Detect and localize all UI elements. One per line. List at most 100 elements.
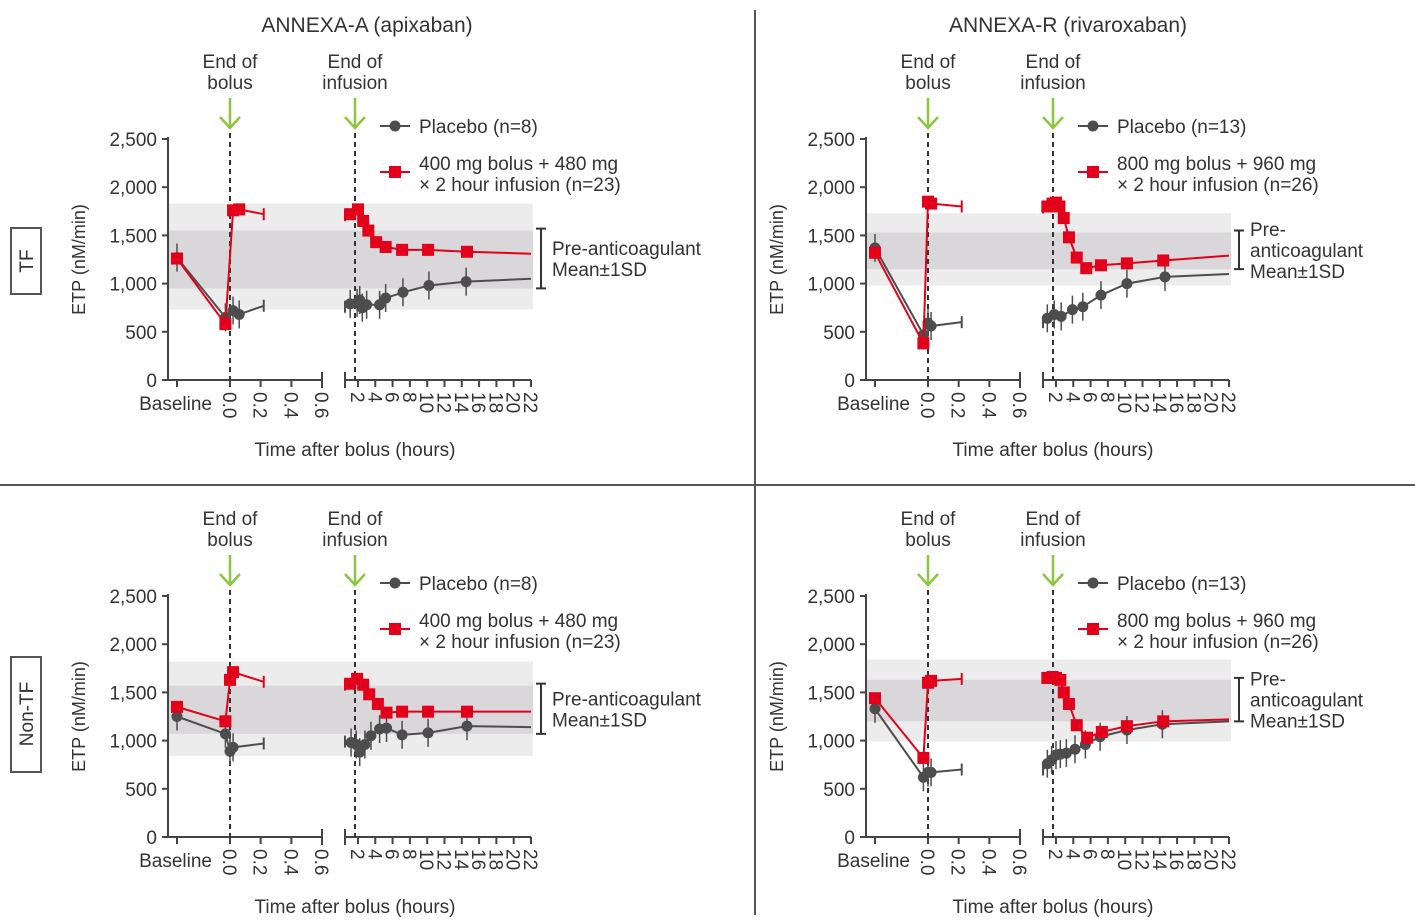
treatment-point <box>925 674 938 687</box>
legend-placebo-marker <box>1087 120 1099 132</box>
y-tick-label: 2,000 <box>109 178 157 199</box>
x-tick-label: 8 <box>398 849 419 860</box>
annotation-infusion: End of <box>1026 52 1082 73</box>
x-tick-label: 0.4 <box>279 849 300 876</box>
x-tick-label: 0.4 <box>977 392 998 419</box>
treatment-point <box>917 751 930 764</box>
x-tick-label: 0.6 <box>310 392 331 418</box>
x-tick-label: 18 <box>484 392 505 413</box>
treatment-point <box>227 666 240 679</box>
annotation-infusion: infusion <box>322 530 388 551</box>
x-tick-label: 0.6 <box>1008 392 1029 418</box>
y-tick-label: 1,500 <box>109 226 157 247</box>
y-tick-label: 2,000 <box>109 635 157 656</box>
placebo-point <box>422 727 434 739</box>
placebo-point <box>1159 271 1171 283</box>
x-tick-label: 20 <box>502 392 523 413</box>
annotation-infusion: End of <box>328 509 384 530</box>
placebo-point <box>233 308 245 320</box>
down-arrow-icon <box>219 555 241 587</box>
placebo-point <box>1069 743 1081 755</box>
x-tick-label: 12 <box>1130 392 1151 413</box>
y-tick-label: 1,000 <box>807 732 855 753</box>
treatment-point <box>1070 719 1083 732</box>
y-tick-label: 500 <box>125 780 157 801</box>
y-tick-label: 0 <box>146 828 157 849</box>
y-axis-label: ETP (nM/min) <box>69 204 89 315</box>
legend-treatment-label: 400 mg bolus + 480 mg <box>419 611 618 632</box>
band-label: Mean±1SD <box>552 710 647 731</box>
band-inner <box>867 679 1231 722</box>
placebo-point <box>461 720 473 732</box>
placebo-point <box>380 292 392 304</box>
y-tick-label: 500 <box>823 323 855 344</box>
annotation-infusion: infusion <box>1020 530 1086 551</box>
placebo-point <box>219 728 231 740</box>
placebo-point <box>423 280 435 292</box>
legend-treatment-label: × 2 hour infusion (n=26) <box>1117 632 1319 653</box>
placebo-point <box>1121 278 1133 290</box>
x-tick-label: 2 <box>346 392 367 403</box>
y-tick-label: 2,000 <box>807 178 855 199</box>
treatment-point <box>171 252 183 265</box>
placebo-point <box>925 320 937 332</box>
treatment-point <box>1157 715 1170 728</box>
y-tick-label: 2,000 <box>807 635 855 656</box>
treatment-point <box>380 706 393 719</box>
x-tick-label: 14 <box>1148 849 1169 871</box>
row-label-tf: TF <box>10 227 42 295</box>
annotation-infusion: infusion <box>1020 73 1086 94</box>
row-label-non-tf-text: Non-TF <box>17 682 38 746</box>
placebo-point <box>397 286 409 298</box>
treatment-point <box>357 678 370 691</box>
x-axis-label: Time after bolus (hours) <box>255 897 456 918</box>
x-tick-label: 10 <box>1113 849 1134 870</box>
treatment-point <box>1062 697 1075 710</box>
y-tick-label: 1,500 <box>109 683 157 704</box>
x-tick-label: 6 <box>381 849 402 860</box>
legend-treatment-label: × 2 hour infusion (n=23) <box>419 175 621 196</box>
placebo-point <box>925 766 937 778</box>
treatment-point <box>1120 720 1133 733</box>
x-tick-label: 0.2 <box>947 849 968 875</box>
placebo-point <box>1066 304 1078 316</box>
down-arrow-icon <box>344 98 366 130</box>
legend-treatment-label: 400 mg bolus + 480 mg <box>419 154 618 175</box>
y-axis-label: ETP (nM/min) <box>767 661 787 772</box>
annotation-bolus: End of <box>901 52 957 73</box>
legend-treatment-label: 800 mg bolus + 960 mg <box>1117 154 1316 175</box>
y-tick-label: 1,000 <box>109 732 157 753</box>
x-tick-label: 0.6 <box>310 849 331 875</box>
down-arrow-icon <box>917 555 939 587</box>
legend-placebo-marker <box>389 120 401 132</box>
legend-treatment-marker <box>1087 623 1099 635</box>
x-tick-label: 14 <box>450 392 471 414</box>
legend-placebo-marker <box>1087 577 1099 589</box>
x-tick-label: 16 <box>1165 392 1186 413</box>
treatment-point <box>1094 259 1107 272</box>
y-tick-label: 500 <box>823 780 855 801</box>
band-inner <box>867 232 1231 270</box>
treatment-point <box>460 245 473 258</box>
annotation-bolus: bolus <box>905 530 950 551</box>
x-tick-label: 10 <box>415 849 436 870</box>
treatment-point <box>460 705 473 718</box>
x-tick-label: 22 <box>1217 392 1238 413</box>
legend-placebo-marker <box>389 577 401 589</box>
x-tick-label: 6 <box>381 392 402 403</box>
y-tick-label: 2,500 <box>109 130 157 151</box>
band-label: Pre-anticoagulant <box>552 689 702 710</box>
treatment-point <box>422 705 435 718</box>
treatment-point <box>362 224 375 237</box>
legend-placebo-label: Placebo (n=8) <box>419 574 538 595</box>
down-arrow-icon <box>1042 98 1064 130</box>
x-tick-label: 8 <box>1096 392 1117 403</box>
panels: 0 500 1,000 1,500 2,000 2,500 ETP (nM/min) Base… <box>69 52 1364 918</box>
x-tick-label: 0.2 <box>947 392 968 418</box>
placebo-point <box>171 711 183 722</box>
x-axis-label: Time after bolus (hours) <box>953 440 1154 461</box>
legend-treatment-label: × 2 hour infusion (n=26) <box>1117 175 1319 196</box>
x-tick-label: 20 <box>1200 849 1221 870</box>
band-bracket <box>536 227 546 290</box>
